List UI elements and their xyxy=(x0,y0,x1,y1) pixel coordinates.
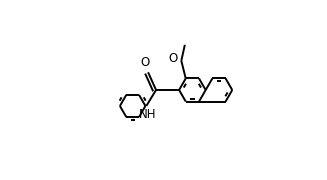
Text: NH: NH xyxy=(138,108,156,121)
Text: O: O xyxy=(169,53,178,66)
Text: O: O xyxy=(141,56,150,69)
